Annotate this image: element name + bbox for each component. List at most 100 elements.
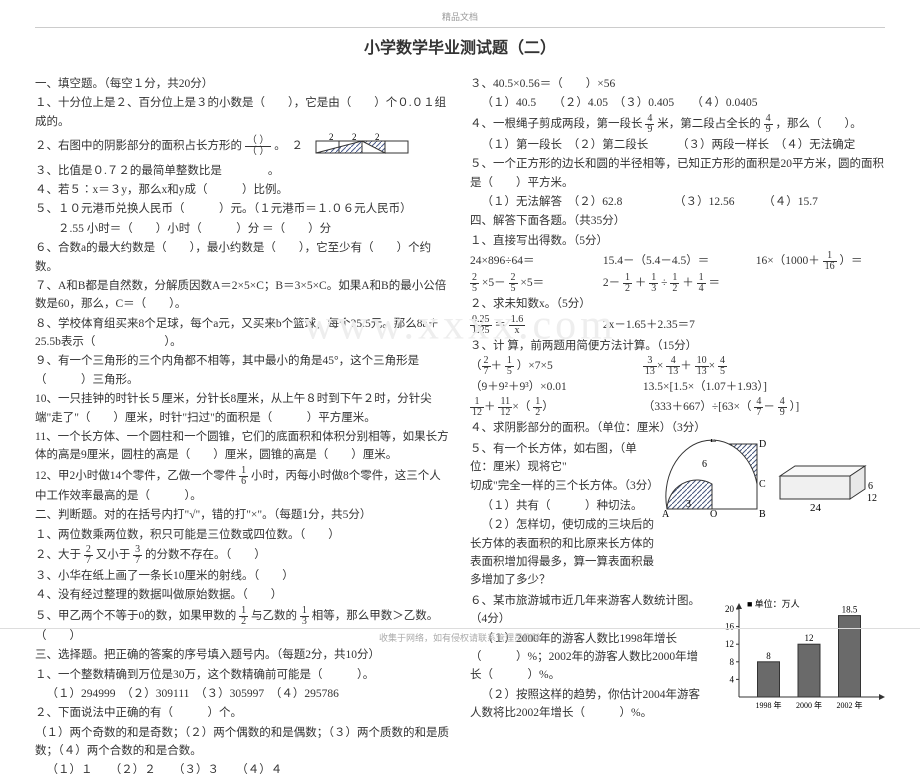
q2: ２、右图中的阴影部分的面积占长方形的 （ ） （ ） 。 ２ 2 2 xyxy=(35,132,450,160)
q5b: ２.55 小时＝（ ）小时（ ）分 ＝（ ）分 xyxy=(35,220,450,238)
s4: ４、一根绳子剪成两段，第一段长 49 米，第二段占全长的 49 ，那么（ ）。 xyxy=(470,114,885,135)
c1r1ct: ）＝ xyxy=(840,255,863,267)
s2a: ２、下面说法中正确的有（ xyxy=(35,707,208,719)
fig4-B: B xyxy=(759,509,766,519)
q9: ９、有一个三角形的三个内角都不相等，其中最小的角是45°，这个三角形是（ ）三角… xyxy=(35,352,450,389)
section2-heading: 二、判断题。对的在括号内打"√"，错的打"×"。（每题1分，共5分） xyxy=(35,506,450,524)
c3r3f1: 112 xyxy=(470,397,484,418)
c1-row1: 24×896÷64＝ 15.4－（5.4－4.5）＝ 16×（1000＋ 116… xyxy=(470,251,885,272)
c3-row3: 112＋ 1112×（ 12） （333＋667）÷[63×（ 47－ 49 ）… xyxy=(470,397,885,418)
y6: 13 xyxy=(695,367,709,377)
svg-text:8: 8 xyxy=(766,651,771,661)
j5b: 与乙数的 xyxy=(251,610,297,622)
bf3: 12 xyxy=(670,273,679,294)
c3-row2: （9＋9²＋9³）×0.01 13.5×[1.5×（1.07＋1.93）] xyxy=(470,378,885,396)
c4-heading: ４、求阴影部分的面积。（单位：厘米）（3分） xyxy=(470,419,885,437)
d1: 5 xyxy=(470,284,479,294)
c3-row1: （27＋ 15 ）×7×5 313× 413＋ 1013× 45 xyxy=(470,356,885,377)
bf1: 12 xyxy=(623,273,632,294)
j5a: ５、甲乙两个不等于0的数，如果甲数的 xyxy=(35,610,236,622)
fig4-E: E xyxy=(710,439,716,445)
fig4-O: O xyxy=(710,509,717,519)
c1r1b: 15.4－（5.4－4.5）＝ xyxy=(603,252,753,270)
c2arn: 1.6 xyxy=(509,315,526,326)
section3-heading: 三、选择题。把正确的答案的序号填入题号内。（每题2分，共10分） xyxy=(35,646,450,664)
s4a: ４、一根绳子剪成两段，第一段长 xyxy=(470,118,643,130)
bf2: 13 xyxy=(649,273,658,294)
c2b: 2x－1.65＋2.35＝7 xyxy=(603,319,695,331)
c3r1m: ）×7×5 xyxy=(517,360,553,372)
svg-text:8: 8 xyxy=(730,657,735,667)
c3r32f2: 49 xyxy=(778,397,787,418)
s4f1d: 9 xyxy=(645,125,654,135)
c3r12f3: 1013 xyxy=(695,356,709,377)
y8: 5 xyxy=(718,367,727,377)
q2-frac-den: （ ） xyxy=(245,147,272,157)
bm1: ＋ xyxy=(635,277,647,289)
s5-opts: （１）无法解答 （２）62.8 （３）12.56 （４）15.7 xyxy=(470,193,885,211)
figure4-svg: E D C B A O 6 3 xyxy=(662,439,772,519)
j5f2: 13 xyxy=(300,606,309,627)
prism-d: 12 xyxy=(867,493,877,504)
z2: 12 xyxy=(470,408,484,418)
j1: １、两位数乘两位数，积只可能是三位数或四位数。（ ） xyxy=(35,526,450,544)
q2-text: ２、右图中的阴影部分的面积占长方形的 xyxy=(35,140,242,152)
j5f1: 12 xyxy=(239,606,248,627)
c5q2: （２）怎样切，使切成的三块后的长方体的表面积的和比原来长方体的表面积增加得最多，… xyxy=(470,516,656,590)
c1-row2: 25 ×5－ 25 ×5＝ 2－ 12 ＋ 13 ÷ 12 ＋ 14 ＝ xyxy=(470,273,885,294)
svg-text:2002 年: 2002 年 xyxy=(837,700,863,710)
q1: １、十分位上是２、百分位上是３的小数是（ ），它是由（ ）个０.０１组成的。 xyxy=(35,94,450,131)
c2ald: 1.25 xyxy=(470,326,492,336)
section1-heading: 一、填空题。（每空１分，共20分） xyxy=(35,75,450,93)
c1r2af1: 25 xyxy=(470,273,479,294)
w2: 7 xyxy=(754,408,763,418)
c2-row: 0.251.25 ＝ 1.6x 2x－1.65＋2.35＝7 xyxy=(470,315,885,336)
j2f2: 37 xyxy=(133,545,142,566)
bar-chart: 48121620■ 单位：万人81998 年122000 年18.52002 年 xyxy=(715,595,885,724)
c3-heading: ３、计 算，前两题用简便方法计算。（15分） xyxy=(470,337,885,355)
j2f1: 27 xyxy=(84,545,93,566)
bd2: 3 xyxy=(649,284,658,294)
j2f2d: 7 xyxy=(133,556,142,566)
prism-h: 6 xyxy=(868,481,873,492)
fig4-3: 3 xyxy=(686,499,691,510)
s4f1: 49 xyxy=(645,114,654,135)
z4: 12 xyxy=(498,408,512,418)
c3r1f1: 27 xyxy=(482,356,491,377)
s2tail: ）个。 xyxy=(208,707,243,719)
bm2: ÷ xyxy=(661,277,667,289)
j4: ４、没有经过整理的数据叫做原始数据。（ ） xyxy=(35,586,450,604)
c3r2b: 13.5×[1.5×（1.07＋1.93）] xyxy=(643,381,767,393)
s3: ３、40.5×0.56＝（ ）×56 xyxy=(470,75,885,93)
bd3: 2 xyxy=(670,284,679,294)
c1r1c: 16×（1000＋ xyxy=(756,255,820,267)
q11: 11、一个长方体、一个圆柱和一个圆锥，它们的底面积和体积分别相等，如果长方体的高… xyxy=(35,428,450,465)
s4c: ，那么（ ）。 xyxy=(776,118,862,130)
q4: ４、若５∶x＝３y，那么x和y成（ ）比例。 xyxy=(35,181,450,199)
d2: 5 xyxy=(509,284,518,294)
c3r3f3: 12 xyxy=(533,397,542,418)
y2: 13 xyxy=(643,367,657,377)
j2a: ２、大于 xyxy=(35,549,81,561)
c6q2: （２）按照这样的趋势，你估计2004年游客人数将比2002年增长（ ）%。 xyxy=(470,686,709,723)
c3r1f2: 15 xyxy=(505,356,514,377)
q3: ３、比值是０.７２的最简单整数比是 。 xyxy=(35,162,450,180)
c5: ５、有一个长方体，如右图，（单位：厘米）现将它" xyxy=(470,440,656,477)
q12-den: 6 xyxy=(239,477,248,487)
figure-4-and-prism: E D C B A O 6 3 24 6 xyxy=(662,439,885,525)
q12a: 12、甲2小时做14个零件，乙做一个零件 xyxy=(35,470,236,482)
c1-heading: １、直接写出得数。（5分） xyxy=(470,232,885,250)
q2-fraction: （ ） （ ） xyxy=(245,136,272,157)
c1r2af2: 25 xyxy=(509,273,518,294)
q12: 12、甲2小时做14个零件，乙做一个零件 1 6 小时，丙每小时做8个零件，这三… xyxy=(35,466,450,505)
c3r32: （333＋667）÷[63×（ xyxy=(643,401,752,413)
s4b: 米，第二段占全长的 xyxy=(657,118,761,130)
c5a: ５、有一个长方体，如右图，（单位：厘米）现将它" xyxy=(470,443,637,473)
c1r2bp: 2－ xyxy=(603,277,620,289)
q6: ６、合数a的最大约数是（ ），最小约数是（ ），它至少有（ ）个约数。 xyxy=(35,239,450,276)
j2f1d: 7 xyxy=(84,556,93,566)
s2: ２、下面说法中正确的有（ ）个。 xyxy=(35,704,450,722)
section4-heading: 四、解答下面各题。（共35分） xyxy=(470,212,885,230)
fig4-D: D xyxy=(759,439,766,450)
c3r2a: （9＋9²＋9³）×0.01 xyxy=(470,378,640,396)
